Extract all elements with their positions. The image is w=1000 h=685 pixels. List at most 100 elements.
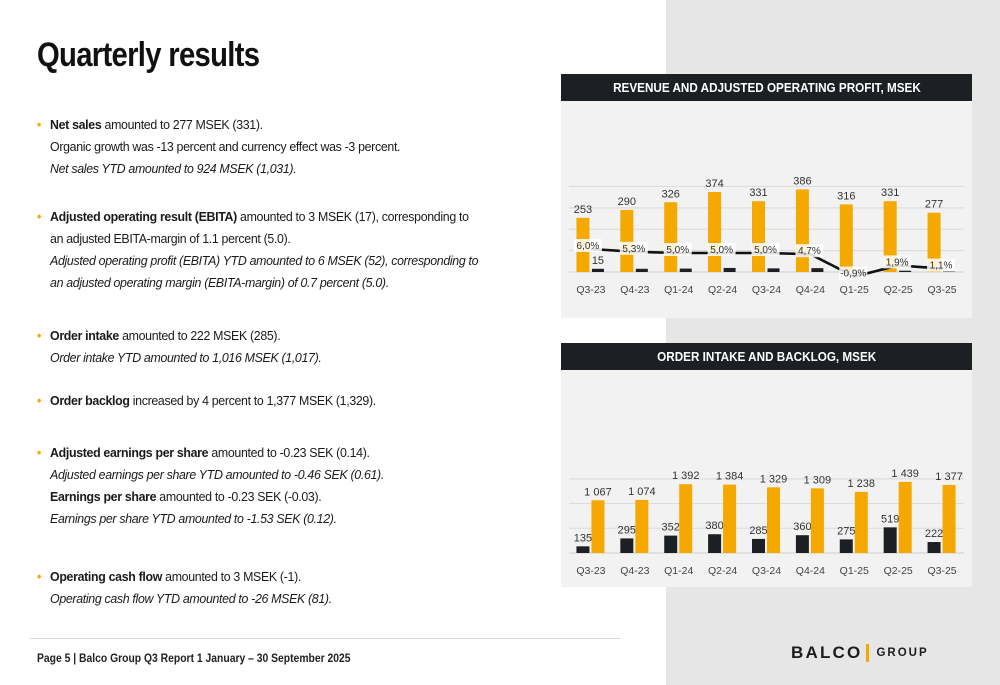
line-label-bg [619, 241, 648, 255]
bar-adj-operating-profit-ebitda- [635, 268, 648, 272]
bullet-text: an adjusted EBITA-margin of 1.1 percent … [50, 231, 291, 246]
bar-adj-operating-profit-ebitda- [767, 268, 780, 272]
bullet-dot-icon: • [37, 393, 42, 408]
line-data-label: 1,1% [930, 261, 953, 272]
line-label-bg [927, 258, 956, 272]
x-tick-label: Q3-25 [927, 565, 956, 577]
x-tick-label: Q3-24 [752, 565, 781, 577]
bar-revenue [927, 212, 941, 272]
bullet-dot-icon: • [37, 209, 42, 224]
line-data-label: 4,7% [798, 246, 821, 257]
data-label: 1 439 [891, 468, 919, 480]
bullet-text: increased by 4 percent to 1,377 MSEK (1,… [129, 393, 376, 408]
bar-order-backlog [942, 484, 956, 553]
x-tick-label: Q2-24 [708, 284, 737, 296]
bullet-heading: Adjusted earnings per share [50, 445, 209, 460]
bullet-line: Operating cash flow amounted to 3 MSEK (… [50, 566, 571, 588]
data-label: 1 377 [935, 471, 963, 483]
bar-revenue [795, 189, 809, 272]
revenue-chart-panel: REVENUE AND ADJUSTED OPERATING PROFIT, M… [561, 74, 972, 332]
data-label: 374 [705, 178, 723, 190]
data-label: 1 384 [716, 471, 744, 483]
bullet-line: Adjusted operating profit (EBITA) YTD am… [50, 250, 571, 272]
x-tick-label: Q2-25 [884, 565, 913, 577]
logo-subtext: GROUP [876, 647, 929, 659]
data-label: 331 [881, 187, 899, 199]
data-label: 519 [881, 513, 899, 525]
bullet-text: amounted to 277 MSEK (331). [101, 117, 264, 132]
bar-order-intake [708, 534, 722, 553]
order-chart-panel: ORDER INTAKE AND BACKLOG, MSEK 135 295 352… [561, 343, 972, 603]
bullet-text: Order intake YTD amounted to 1,016 MSEK … [50, 350, 322, 365]
data-label: 1 074 [628, 486, 656, 498]
bullet-item: • Adjusted earnings per share amounted to… [37, 442, 571, 530]
page-title: Quarterly results [37, 36, 260, 74]
bullet-text: an adjusted operating margin (EBITA-marg… [50, 275, 389, 290]
bullet-text: amounted to 3 MSEK (17), corresponding t… [236, 209, 469, 224]
data-label: 316 [837, 190, 855, 202]
line-data-label: 1,9% [886, 257, 909, 268]
bullet-item: • Net sales amounted to 277 MSEK (331). Or… [37, 114, 571, 180]
bar-order-intake [752, 538, 765, 553]
x-tick-label: Q1-24 [664, 565, 693, 577]
bullet-heading: Earnings per share [50, 489, 157, 504]
bullet-heading: Adjusted operating result (EBITA) [50, 209, 237, 224]
x-tick-label: Q1-24 [664, 284, 693, 296]
data-label: 360 [793, 521, 811, 533]
line-label-bg [795, 244, 824, 258]
bullet-line: Operating cash flow YTD amounted to -26 … [50, 588, 571, 610]
revenue-chart-header: REVENUE AND ADJUSTED OPERATING PROFIT, M… [561, 74, 972, 101]
bullet-text: Organic growth was -13 percent and curre… [50, 139, 401, 154]
bar-order-intake [620, 538, 634, 553]
line-label-group: 1,9% [883, 255, 912, 269]
data-label: 285 [749, 525, 767, 537]
data-label: 326 [662, 188, 680, 200]
bullet-line: Earnings per share YTD amounted to -1.53… [50, 508, 571, 530]
bullet-text: amounted to 3 MSEK (-1). [162, 569, 301, 584]
revenue-chart: 2532903263743313863163312771566,0%5,3%5,… [569, 175, 964, 332]
bullet-dot-icon: • [37, 445, 42, 460]
bullet-line: an adjusted EBITA-margin of 1.1 percent … [50, 228, 571, 250]
line-data-label: -0,9% [840, 269, 866, 280]
bullet-line: Organic growth was -13 percent and curre… [50, 136, 571, 158]
x-tick-label: Q3-23 [576, 284, 605, 296]
bar-order-intake [664, 535, 678, 553]
bullet-line: Net sales YTD amounted to 924 MSEK (1,03… [50, 158, 571, 180]
line-label-group: 5,0% [663, 243, 692, 256]
bullet-text: Net sales YTD amounted to 924 MSEK (1,03… [50, 161, 297, 176]
bullet-line: Order backlog increased by 4 percent to … [50, 390, 571, 412]
line-label-bg [839, 266, 868, 280]
bar-order-backlog [810, 488, 824, 553]
bar-order-backlog [767, 487, 780, 553]
line-label-group: 5,3% [619, 241, 648, 255]
data-label: 295 [618, 524, 636, 536]
data-label: 253 [574, 204, 592, 216]
bar-order-intake [883, 527, 897, 553]
bar-revenue [839, 204, 853, 272]
bullet-text: Operating cash flow YTD amounted to -26 … [50, 591, 332, 606]
bullet-item: • Operating cash flow amounted to 3 MSEK … [37, 566, 571, 610]
bullet-line: an adjusted operating margin (EBITA-marg… [50, 272, 571, 294]
bullet-text: Adjusted operating profit (EBITA) YTD am… [50, 253, 479, 268]
bullet-dot-icon: • [37, 328, 42, 343]
x-tick-label: Q3-24 [752, 284, 781, 296]
line-label-group: 4,7% [795, 244, 824, 258]
line-label-group: -0,9% [839, 266, 868, 280]
bar-order-backlog [854, 491, 868, 553]
bullet-item: • Order backlog increased by 4 percent to… [37, 390, 571, 412]
balco-group-logo: BALCO GROUP [791, 642, 929, 664]
logo-wordmark: BALCO [791, 643, 863, 662]
data-label: 15 [592, 255, 604, 267]
line-data-label: 6,0% [577, 241, 600, 252]
line-label-bg [573, 239, 602, 252]
line-label-bg [663, 243, 692, 256]
x-tick-label: Q3-25 [927, 284, 956, 296]
x-tick-label: Q3-23 [576, 565, 605, 577]
data-label: 135 [574, 532, 592, 544]
data-label: 1 067 [584, 486, 612, 498]
data-label: 1 329 [760, 473, 788, 485]
data-label: 331 [749, 187, 767, 199]
x-tick-label: Q2-25 [884, 284, 913, 296]
x-tick-label: Q1-25 [840, 565, 869, 577]
data-label: 290 [618, 196, 636, 208]
